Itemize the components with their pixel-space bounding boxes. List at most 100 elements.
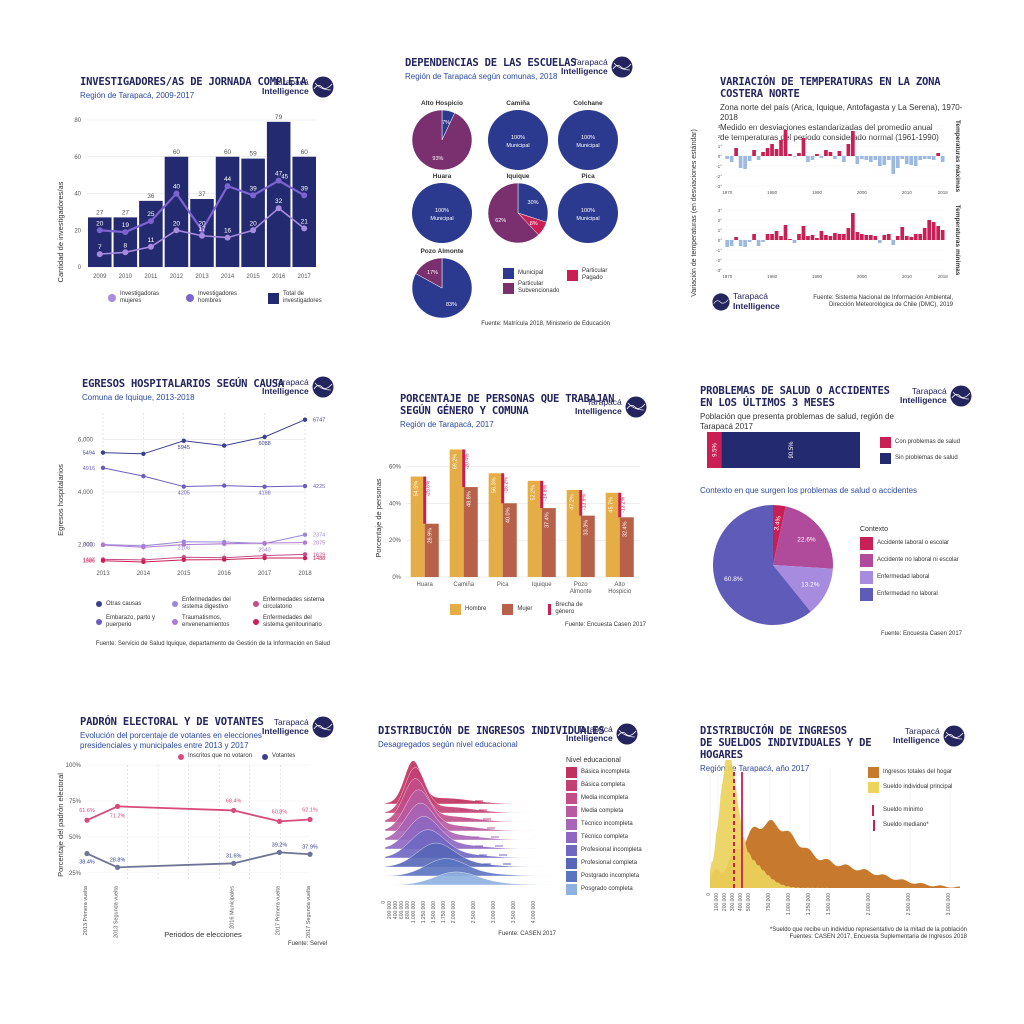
point-label: 32 [275, 198, 283, 205]
legend-item: Básica incompleta [566, 767, 642, 778]
bar-value-label: 27 [96, 209, 104, 216]
facet-label: Temperaturas máximas [954, 120, 961, 193]
anomaly-bar [810, 235, 815, 240]
legend-marker [566, 832, 577, 843]
x-tick-label: 750.000 [766, 893, 772, 911]
point-label: 37.9% [302, 844, 318, 850]
y-tick-label: 6,000 [78, 437, 94, 443]
legend-item: Básica completa [566, 780, 642, 791]
x-tick-label: 2015 [177, 571, 191, 577]
x-tick-label: 2014 [221, 274, 235, 280]
series-point [222, 483, 227, 488]
point-label: 2040 [258, 548, 270, 554]
x-tick-label: 2013 Segunda vuelta [114, 885, 120, 938]
legend-marker [567, 269, 578, 281]
anomaly-bar [734, 237, 738, 240]
anomaly-bar [779, 236, 783, 240]
x-tick-label: 600.000 [399, 901, 405, 919]
pie-slice [773, 565, 833, 612]
chart-title: Porcentaje de personas que trabajan segú… [400, 393, 615, 417]
source-note: Fuente: Servicio de Salud Iquique, depar… [95, 641, 330, 647]
y-axis-label: Variación de temperaturas (en desviacion… [691, 129, 698, 297]
anomaly-bar [936, 153, 941, 156]
slice-label: 83% [446, 302, 457, 308]
panel-ingresos-hogar: Distribución de ingresos de sueldos indi… [700, 725, 920, 774]
anomaly-bar [833, 233, 837, 240]
brand-logo: Tarapacá Intelligence [561, 56, 633, 78]
panel-investigadores: Investigadores/as de jornada completa Re… [80, 76, 380, 101]
x-tick-label: Pica [497, 582, 509, 588]
anomaly-bar [752, 234, 756, 240]
pie-slice [773, 506, 833, 569]
slice-label: 8% [530, 221, 538, 227]
brand-logo: Tarapacá Intelligence [712, 291, 780, 311]
anomaly-bar [895, 236, 900, 240]
anomaly-bar [761, 240, 765, 242]
legend-padron: Inscritos que no votaron Votantes [178, 753, 295, 762]
anomaly-bar [783, 225, 788, 240]
anomaly-bar [900, 156, 905, 159]
x-tick-label: 4.000.000 [531, 901, 537, 923]
chart-subtitle: Comuna de Iquique, 2013-2018 [82, 393, 195, 402]
legend-marker [566, 871, 577, 882]
anomaly-bar [886, 234, 891, 240]
series-line [102, 534, 306, 547]
y-axis-label: Porcentaje de personas [374, 478, 383, 557]
slice-label: 60.8% [724, 576, 743, 583]
x-axis-label: Periodos de elecciones [164, 930, 242, 939]
anomaly-bar [842, 234, 846, 240]
point-label: 20 [198, 220, 206, 227]
anomaly-bar [743, 240, 747, 247]
point-label: 20 [96, 220, 104, 227]
slice-label: Municipal [576, 216, 599, 222]
legend-label: Profesional incompleta [581, 847, 642, 853]
pie-slice [713, 505, 811, 625]
bar-hombre [527, 480, 542, 577]
bar-value-label: 40.0% [506, 507, 512, 523]
anomaly-bar [725, 156, 729, 159]
anomaly-bar [815, 154, 819, 156]
point-label: 39.2% [272, 842, 288, 848]
x-tick-label: 1990 [812, 274, 823, 279]
bar-value-label: 27 [122, 209, 130, 216]
point-label: 1629 [313, 552, 325, 558]
chart-subtitle: Región de Tarapacá, 2017 [400, 420, 494, 429]
anomaly-bar [873, 236, 878, 240]
bar-mujer [619, 517, 634, 577]
chart-ingresos-hogar: 0 100.000 200.000 300.000 400.000 500.000 750.… [706, 760, 960, 915]
anomaly-bar [891, 156, 896, 174]
x-tick-label: 0 [381, 901, 387, 904]
x-tick-label: 2015 [246, 274, 260, 280]
anomaly-bar [734, 148, 738, 156]
series-point [301, 225, 308, 232]
anomaly-bar [828, 152, 833, 156]
series-point [141, 545, 146, 550]
bar-mujer [502, 503, 517, 577]
x-tick-label: 400.000 [738, 893, 744, 911]
anomaly-bar [819, 231, 824, 240]
series-point [114, 864, 121, 870]
bar-hombre [566, 490, 581, 577]
slice-label: 93% [432, 156, 443, 162]
legend-marker [566, 819, 577, 830]
point-label: 60.8% [272, 809, 288, 815]
y-tick-label: -3° [716, 268, 722, 273]
bar-total [164, 156, 189, 267]
anomaly-bar [877, 156, 882, 166]
anomaly-bar [738, 156, 743, 168]
series-point [181, 438, 186, 443]
pie-title: Huara [433, 173, 452, 180]
bar-value-label: 54.5% [414, 481, 420, 497]
panel-dependencias: Dependencias de las escuelas Región de T… [405, 57, 705, 82]
legend-investigadores: Investigadoras mujeres Investigadores ho… [108, 291, 332, 307]
globe-icon [312, 716, 334, 738]
series-point [199, 227, 205, 234]
x-tick-label: 1980 [767, 190, 778, 195]
pie-title: Pozo Almonte [420, 248, 463, 255]
point-label: 2108 [178, 546, 190, 552]
x-tick-label: 2018 [938, 274, 949, 279]
anomaly-bar [792, 240, 797, 243]
series-point [96, 227, 103, 234]
chart-subtitle-2: Contexto en que surgen los problemas de … [700, 486, 918, 495]
legend-label: Media completa [581, 808, 624, 814]
